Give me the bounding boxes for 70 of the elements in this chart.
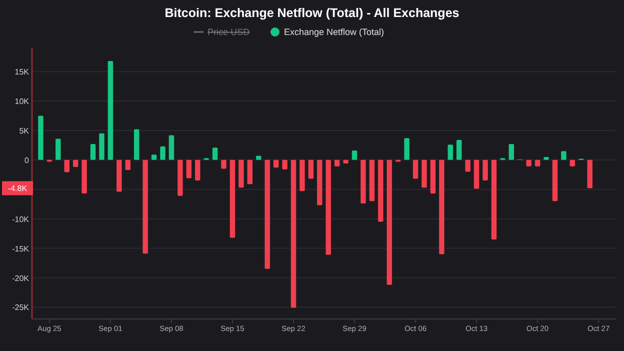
bar — [160, 146, 166, 160]
bar — [273, 160, 279, 168]
bar — [212, 148, 218, 160]
y-tick-label: -25K — [12, 303, 30, 312]
bar — [412, 160, 418, 179]
bar — [116, 160, 122, 192]
bar — [264, 160, 270, 269]
y-tick-label: 5K — [19, 126, 30, 136]
y-tick-label: -10K — [12, 214, 30, 224]
bar — [534, 160, 540, 166]
bar — [448, 144, 454, 160]
y-tick-label: 0 — [24, 156, 30, 165]
bar — [352, 150, 358, 160]
bar — [360, 160, 366, 204]
bar — [456, 140, 462, 160]
bar — [587, 160, 592, 188]
y-tick-label: 15K — [14, 68, 30, 77]
bar — [238, 160, 244, 188]
bar — [317, 160, 322, 206]
bar — [369, 160, 375, 202]
bar — [108, 60, 114, 160]
bar — [151, 154, 157, 160]
bar — [186, 160, 192, 178]
y-tick-label: -15K — [12, 244, 30, 254]
bar — [99, 133, 104, 160]
y-tick-label: -20K — [12, 274, 30, 283]
bar — [56, 138, 61, 160]
bar — [326, 160, 331, 255]
bar — [247, 160, 253, 184]
bar — [404, 138, 410, 160]
bar — [82, 160, 87, 194]
bar — [508, 144, 514, 160]
bar — [256, 156, 262, 160]
bar — [300, 160, 305, 192]
legend-label: Exchange Netflow (Total) — [284, 27, 384, 37]
chart-title: Bitcoin: Exchange Netflow (Total) - All Exchanges — [164, 6, 460, 20]
bar — [570, 160, 576, 166]
bar — [386, 160, 392, 285]
bar — [134, 129, 140, 160]
bar — [334, 160, 340, 166]
bar — [439, 160, 444, 254]
bar — [90, 144, 96, 160]
bar — [282, 160, 288, 170]
bar — [38, 116, 44, 160]
bar — [430, 160, 436, 194]
bar — [465, 160, 470, 172]
bar — [308, 160, 314, 179]
bar — [526, 160, 532, 166]
bar — [125, 160, 130, 170]
legend-label: Price USD — [208, 27, 250, 37]
bar — [178, 160, 183, 196]
bar — [544, 156, 549, 160]
bar — [482, 160, 488, 181]
bar — [142, 160, 148, 254]
bar — [230, 160, 236, 238]
bar — [168, 135, 174, 160]
bar — [552, 160, 558, 202]
bar — [343, 160, 348, 164]
y-tick-label: 10K — [14, 97, 30, 106]
bar — [194, 160, 200, 181]
bar — [474, 160, 480, 189]
bar — [221, 160, 226, 169]
bar — [378, 160, 384, 222]
bar — [561, 151, 566, 160]
bar — [491, 160, 497, 240]
bar — [422, 160, 427, 188]
bar — [290, 160, 296, 308]
annotation: -4.8K — [8, 184, 28, 194]
bar — [64, 160, 70, 172]
bar — [72, 160, 78, 168]
